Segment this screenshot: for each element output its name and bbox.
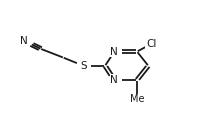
Text: N: N <box>110 47 118 57</box>
Text: Me: Me <box>130 94 144 104</box>
Text: N: N <box>110 75 118 85</box>
Text: S: S <box>80 61 87 71</box>
Text: Cl: Cl <box>146 39 157 49</box>
Text: N: N <box>20 36 28 46</box>
